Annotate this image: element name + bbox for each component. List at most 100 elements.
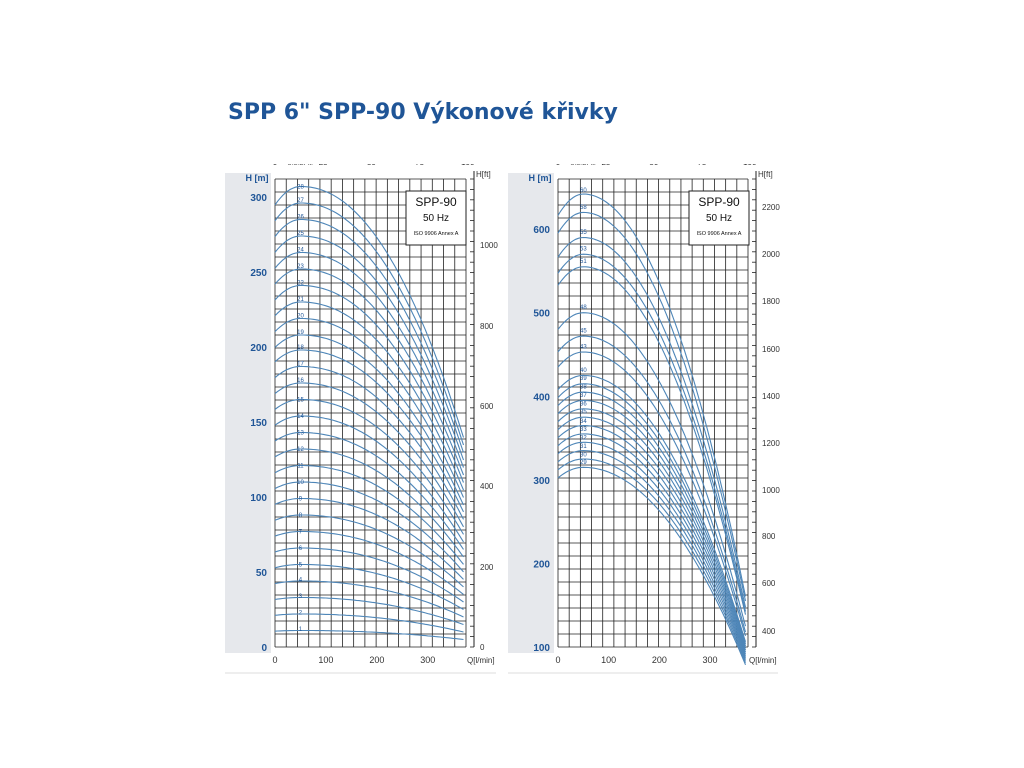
chart-left-svg: 1234567891011121314151617181920212223242… xyxy=(225,158,498,674)
curve-3 xyxy=(274,596,464,626)
curve-51 xyxy=(557,266,747,615)
curve-label-39: 39 xyxy=(580,376,587,382)
x-axis-label: Q[l/min] xyxy=(467,656,495,665)
curve-34 xyxy=(557,424,747,655)
y-axis-label: H [m] xyxy=(529,173,552,183)
ft-tick-label: 1400 xyxy=(762,392,780,401)
top-tick-label: 0 xyxy=(273,164,278,167)
curve-2 xyxy=(274,613,464,633)
curve-14 xyxy=(274,415,464,543)
curve-label-53: 53 xyxy=(580,247,587,253)
model-label: SPP-90 xyxy=(698,195,740,209)
curve-label-14: 14 xyxy=(297,414,304,420)
curve-12 xyxy=(274,448,464,558)
curve-label-25: 25 xyxy=(297,231,304,237)
y-tick-label: 400 xyxy=(533,392,550,403)
y-tick-label: 0 xyxy=(261,643,267,654)
curve-18 xyxy=(274,349,464,513)
curve-26 xyxy=(274,218,465,453)
y-tick-label: 200 xyxy=(533,559,550,570)
curve-1 xyxy=(274,629,464,641)
axis-band xyxy=(225,173,271,653)
curve-label-43: 43 xyxy=(580,344,587,350)
curve-24 xyxy=(274,251,465,468)
y-tick-label: 50 xyxy=(256,568,268,579)
curve-36 xyxy=(557,408,747,651)
top-axis-label: U.S.GPM xyxy=(287,164,312,167)
curve-label-32: 32 xyxy=(580,436,587,442)
chart-right-svg: 29 30 31 32 33 34 35 36 37 38 39 40 43 45 48 51 53 55 58 60… xyxy=(508,158,780,674)
curve-label-26: 26 xyxy=(297,215,304,221)
model-label: SPP-90 xyxy=(415,195,457,209)
curve-22 xyxy=(274,284,465,483)
curve-6 xyxy=(274,547,464,603)
top-tick-label: 25 xyxy=(319,164,328,167)
curve-21 xyxy=(274,301,465,491)
y-tick-label: 500 xyxy=(533,309,550,320)
curve-39 xyxy=(557,383,747,645)
x-tick-label: 100 xyxy=(601,655,616,665)
curve-label-30: 30 xyxy=(580,452,587,458)
ft-tick-label: 0 xyxy=(480,643,485,652)
standard-label: ISO 9906 Annex A xyxy=(697,231,742,237)
ft-tick-label: 2000 xyxy=(762,250,780,259)
ft-tick-label: 800 xyxy=(480,322,494,331)
curve-label-51: 51 xyxy=(580,259,587,265)
curve-label-36: 36 xyxy=(580,401,587,407)
curve-label-1: 1 xyxy=(299,627,303,633)
ft-tick-label: 2200 xyxy=(762,203,780,212)
ft-tick-label: 1200 xyxy=(762,439,780,448)
curve-16 xyxy=(274,382,464,528)
curve-label-28: 28 xyxy=(297,185,304,191)
curve-4 xyxy=(274,580,464,618)
x-tick-label: 200 xyxy=(369,655,384,665)
curve-38 xyxy=(557,391,747,647)
curve-label-35: 35 xyxy=(580,410,587,416)
x-tick-label: 0 xyxy=(555,655,560,665)
curve-label-20: 20 xyxy=(297,314,304,320)
curve-19 xyxy=(274,334,464,506)
curve-45 xyxy=(557,335,747,633)
ft-tick-label: 1000 xyxy=(480,241,498,250)
y-tick-label: 100 xyxy=(533,643,550,654)
curve-43 xyxy=(557,351,747,637)
curve-7 xyxy=(274,530,464,595)
curve-label-13: 13 xyxy=(297,431,304,437)
curve-35 xyxy=(557,416,747,653)
curve-label-2: 2 xyxy=(299,611,303,617)
curve-60 xyxy=(557,193,747,597)
top-tick-label: 0 xyxy=(556,164,561,167)
y-axis-label: H [m] xyxy=(246,173,269,183)
curve-label-15: 15 xyxy=(297,398,304,404)
curve-label-22: 22 xyxy=(297,281,304,287)
curve-label-11: 11 xyxy=(297,464,304,470)
curve-20 xyxy=(274,317,465,498)
top-tick-label: 75 xyxy=(697,164,706,167)
curve-label-5: 5 xyxy=(299,563,303,569)
curve-label-4: 4 xyxy=(299,578,303,584)
ft-tick-label: 800 xyxy=(762,532,776,541)
curve-label-29: 29 xyxy=(580,460,587,466)
ft-tick-label: 400 xyxy=(762,627,776,636)
curve-label-60: 60 xyxy=(580,188,587,194)
ft-tick-label: 200 xyxy=(480,563,494,572)
curve-label-18: 18 xyxy=(297,345,304,351)
y-tick-label: 250 xyxy=(250,268,267,279)
top-tick-label: 50 xyxy=(649,164,658,167)
curve-53 xyxy=(557,253,747,612)
curve-55 xyxy=(557,236,747,608)
x-tick-label: 0 xyxy=(272,655,277,665)
curve-label-6: 6 xyxy=(299,546,303,552)
x-tick-label: 200 xyxy=(652,655,667,665)
ft-tick-label: 1000 xyxy=(762,486,780,495)
curve-48 xyxy=(557,312,747,627)
top-tick-label: 100 xyxy=(461,164,475,167)
x-tick-label: 100 xyxy=(318,655,333,665)
curve-label-17: 17 xyxy=(297,362,304,368)
curve-label-10: 10 xyxy=(297,480,304,486)
curve-37 xyxy=(557,399,747,649)
curve-17 xyxy=(274,365,464,520)
x-axis-label: Q[l/min] xyxy=(749,656,777,665)
y-tick-label: 200 xyxy=(250,343,267,354)
y-tick-label: 300 xyxy=(533,476,550,487)
